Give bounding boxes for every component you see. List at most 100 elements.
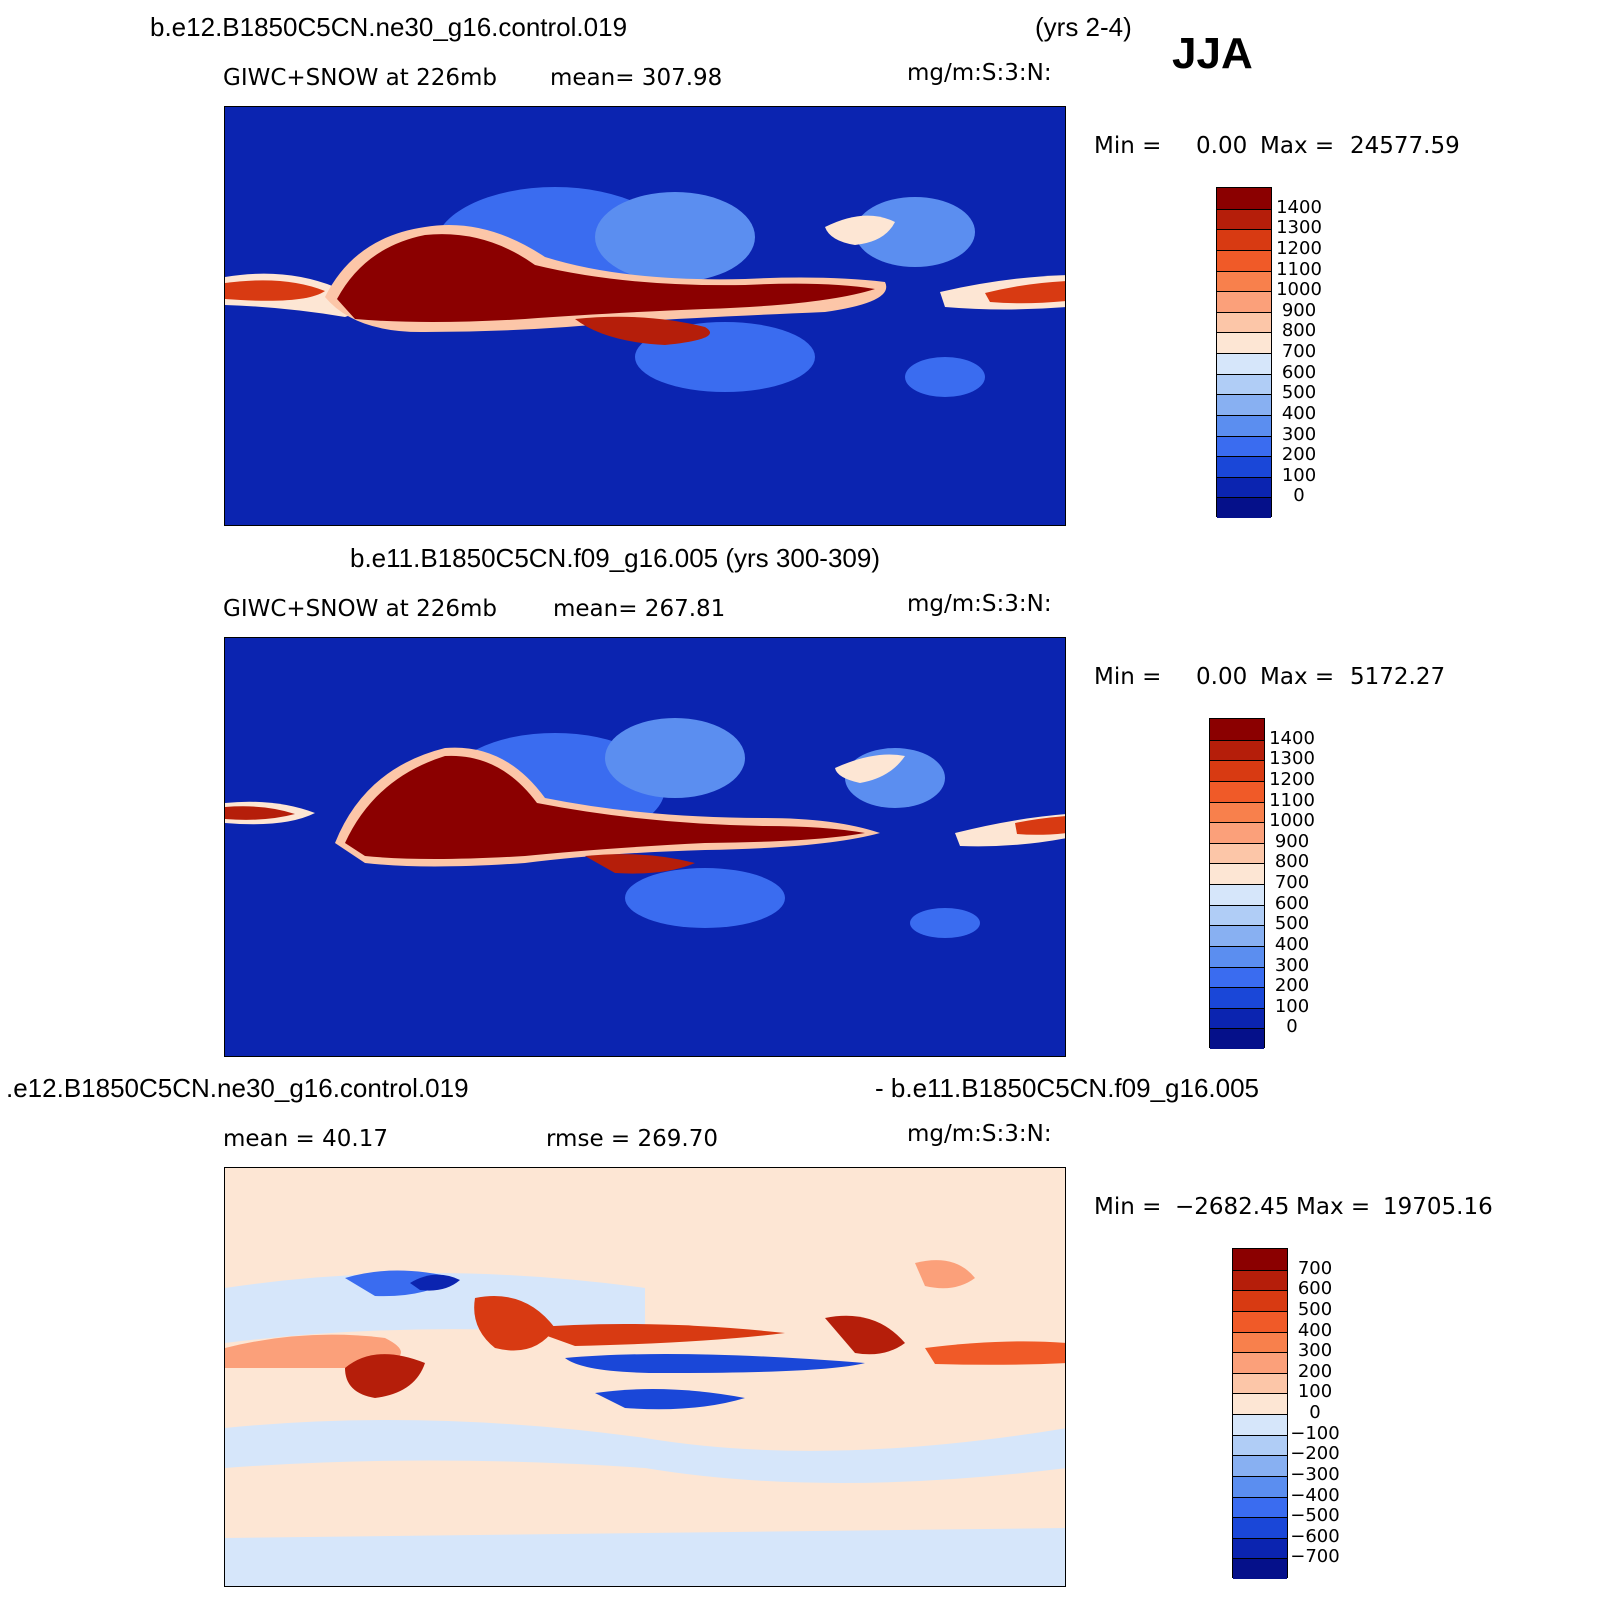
colorbar-top-segment (1217, 229, 1271, 250)
colorbar-middle-segment (1210, 863, 1264, 884)
colorbar-top-tick-label: 200 (1281, 444, 1317, 466)
colorbar-middle-segment (1210, 1007, 1264, 1029)
map-bottom (224, 1167, 1066, 1587)
colorbar-bottom: 700 600 500 400 300 200 100 0 −100 −200 −300 −400 −5… (1232, 1248, 1340, 1579)
colorbar-bottom-segment (1233, 1352, 1287, 1373)
colorbar-top-box (1216, 187, 1272, 518)
colorbar-top-segment (1217, 332, 1271, 353)
colorbar-middle-box (1209, 718, 1265, 1049)
colorbar-bottom-segment (1233, 1455, 1287, 1476)
colorbar-top: 1400 1300 1200 1100 1000 900 800 700 600 500 400 30… (1216, 187, 1322, 518)
colorbar-bottom-tick-label: −200 (1290, 1443, 1340, 1465)
colorbar-top-segment (1217, 311, 1271, 333)
colorbar-middle-segment (1210, 801, 1264, 823)
panel-bottom-rmse: rmse = 269.70 (546, 1126, 718, 1152)
panel-top-max-label: Max = (1260, 133, 1335, 159)
colorbar-middle-tick-label: 0 (1286, 1016, 1298, 1038)
season-label: JJA (1172, 29, 1253, 78)
colorbar-top-segment (1217, 208, 1271, 230)
colorbar-bottom-segment (1233, 1558, 1287, 1579)
colorbar-bottom-segment (1233, 1249, 1287, 1270)
colorbar-top-segment (1217, 476, 1271, 498)
colorbar-bottom-tick-label: −600 (1290, 1525, 1340, 1547)
colorbar-bottom-segment (1233, 1434, 1287, 1456)
map-top-field (225, 107, 1065, 525)
colorbar-top-tick-label: 0 (1293, 485, 1305, 507)
colorbar-bottom-segment (1233, 1414, 1287, 1435)
colorbar-middle-tick-label: 1000 (1269, 810, 1315, 832)
colorbar-bottom-tick-label: −500 (1290, 1505, 1340, 1527)
colorbar-middle-tick-label: 1300 (1269, 748, 1315, 770)
panel-top-years: (yrs 2-4) (1035, 12, 1132, 42)
colorbar-bottom-tick-label: 100 (1297, 1381, 1333, 1403)
colorbar-top-tick-label: 1200 (1276, 237, 1322, 259)
colorbar-middle-tick-label: 200 (1274, 975, 1310, 997)
colorbar-top-tick-label: 100 (1281, 464, 1317, 486)
colorbar-middle-tick-label: 1400 (1269, 727, 1315, 749)
colorbar-middle-segment (1210, 719, 1264, 740)
map-middle-field (225, 638, 1065, 1056)
colorbar-bottom-tick-label: 600 (1297, 1278, 1333, 1300)
colorbar-bottom-segment (1233, 1475, 1287, 1497)
colorbar-top-segment (1217, 188, 1271, 209)
colorbar-middle-tick-label: 400 (1274, 933, 1310, 955)
colorbar-bottom-tick-label: −300 (1290, 1463, 1340, 1485)
panel-middle-mean: mean= 267.81 (553, 596, 726, 622)
colorbar-bottom-tick-label: −100 (1290, 1422, 1340, 1444)
colorbar-middle-tick-label: 900 (1274, 830, 1310, 852)
panel-middle-variable: GIWC+SNOW at 226mb (223, 596, 497, 622)
panel-bottom-mean: mean = 40.17 (223, 1126, 388, 1152)
colorbar-middle-segment (1210, 945, 1264, 967)
colorbar-top-segment (1217, 414, 1271, 436)
colorbar-middle-tick-label: 500 (1274, 913, 1310, 935)
colorbar-bottom-tick-label: 400 (1297, 1319, 1333, 1341)
colorbar-middle-segment (1210, 780, 1264, 802)
map-middle (224, 637, 1066, 1057)
panel-middle-max-label: Max = (1260, 664, 1335, 690)
panel-middle-min-label: Min = (1094, 664, 1162, 690)
colorbar-top-tick-label: 600 (1281, 361, 1317, 383)
colorbar-top-tick-label: 900 (1281, 299, 1317, 321)
colorbar-bottom-tick-label: 0 (1309, 1402, 1321, 1423)
colorbar-bottom-tick-label: 700 (1297, 1257, 1333, 1279)
colorbar-middle: 1400 1300 1200 1100 1000 900 800 700 600 500 400 30… (1209, 718, 1315, 1049)
colorbar-middle-segment (1210, 739, 1264, 761)
colorbar-middle-tick-label: 700 (1274, 872, 1310, 893)
colorbar-top-tick-label: 1100 (1276, 258, 1322, 280)
panel-bottom-title-left: .e12.B1850C5CN.ne30_g16.control.019 (6, 1073, 469, 1103)
colorbar-bottom-segment (1233, 1372, 1287, 1394)
colorbar-middle-segment (1210, 760, 1264, 781)
colorbar-top-tick-label: 1000 (1276, 279, 1322, 301)
colorbar-middle-segment (1210, 966, 1264, 988)
colorbar-top-tick-label: 1300 (1276, 217, 1322, 239)
map-bottom-field (225, 1168, 1065, 1586)
colorbar-middle-tick-label: 600 (1274, 892, 1310, 914)
panel-bottom-min-value: −2682.45 (1175, 1194, 1290, 1220)
colorbar-top-segment (1217, 435, 1271, 457)
map-top (224, 106, 1066, 526)
panel-bottom-min-label: Min = (1094, 1194, 1162, 1220)
colorbar-top-tick-label: 800 (1281, 320, 1317, 342)
colorbar-middle-tick-label: 1100 (1269, 789, 1315, 811)
colorbar-middle-tick-label: 300 (1274, 954, 1310, 976)
panel-top-title: b.e12.B1850C5CN.ne30_g16.control.019 (150, 12, 628, 42)
colorbar-top-tick-label: 400 (1281, 402, 1317, 424)
colorbar-middle-segment (1210, 884, 1264, 905)
colorbar-top-segment (1217, 353, 1271, 374)
colorbar-top-segment (1217, 456, 1271, 477)
colorbar-bottom-tick-label: −700 (1290, 1546, 1340, 1568)
panel-middle-min-value: 0.00 (1196, 664, 1248, 690)
colorbar-top-tick-label: 1400 (1276, 196, 1322, 218)
colorbar-middle-segment (1210, 904, 1264, 926)
colorbar-bottom-segment (1233, 1269, 1287, 1291)
panel-middle-max-value: 5172.27 (1350, 664, 1446, 690)
panel-middle-units: mg/m:S:3:N: (907, 591, 1052, 617)
colorbar-bottom-segment (1233, 1290, 1287, 1311)
colorbar-top-segment (1217, 291, 1271, 312)
colorbar-top-segment (1217, 249, 1271, 271)
colorbar-top-segment (1217, 497, 1271, 518)
colorbar-top-tick-label: 300 (1281, 423, 1317, 445)
panel-bottom-max-value: 19705.16 (1383, 1194, 1493, 1220)
colorbar-middle-segment (1210, 842, 1264, 864)
colorbar-top-tick-label: 500 (1281, 382, 1317, 404)
